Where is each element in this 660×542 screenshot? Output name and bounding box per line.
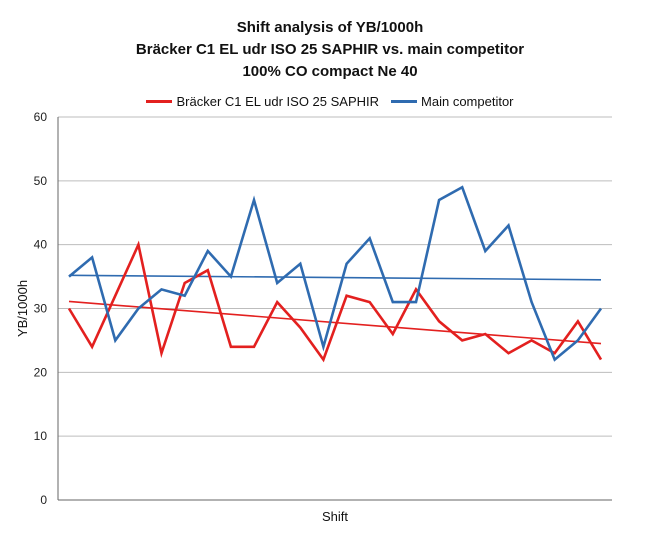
legend-item-bracker: Bräcker C1 EL udr ISO 25 SAPHIR [146, 94, 379, 109]
x-axis-title: Shift [322, 509, 348, 524]
y-tick-label-0: 0 [40, 493, 47, 507]
chart-legend: Bräcker C1 EL udr ISO 25 SAPHIR Main com… [0, 94, 660, 109]
y-tick-label-30: 30 [34, 302, 48, 316]
y-tick-label-20: 20 [34, 365, 48, 379]
y-tick-label-60: 60 [34, 110, 48, 124]
legend-label-bracker: Bräcker C1 EL udr ISO 25 SAPHIR [176, 94, 380, 109]
legend-swatch-competitor [391, 100, 418, 103]
y-tick-label-10: 10 [34, 429, 48, 443]
series-line-competitor [68, 185, 603, 362]
y-tick-label-50: 50 [34, 174, 48, 188]
trendline-competitor [68, 274, 602, 281]
y-axis-title: YB/1000h [15, 280, 30, 337]
series-line-bracker [67, 240, 603, 363]
trendline-bracker [68, 300, 602, 345]
chart-title-line-1: Shift analysis of YB/1000h [236, 19, 424, 36]
legend-item-competitor: Main competitor [391, 94, 514, 109]
chart-title-line-3: 100% CO compact Ne 40 [242, 63, 418, 80]
y-tick-label-40: 40 [34, 238, 48, 252]
legend-swatch-bracker [146, 100, 173, 103]
legend-label-competitor: Main competitor [421, 94, 514, 109]
chart-title-line-2: Bräcker C1 EL udr ISO 25 SAPHIR vs. main… [135, 41, 525, 58]
